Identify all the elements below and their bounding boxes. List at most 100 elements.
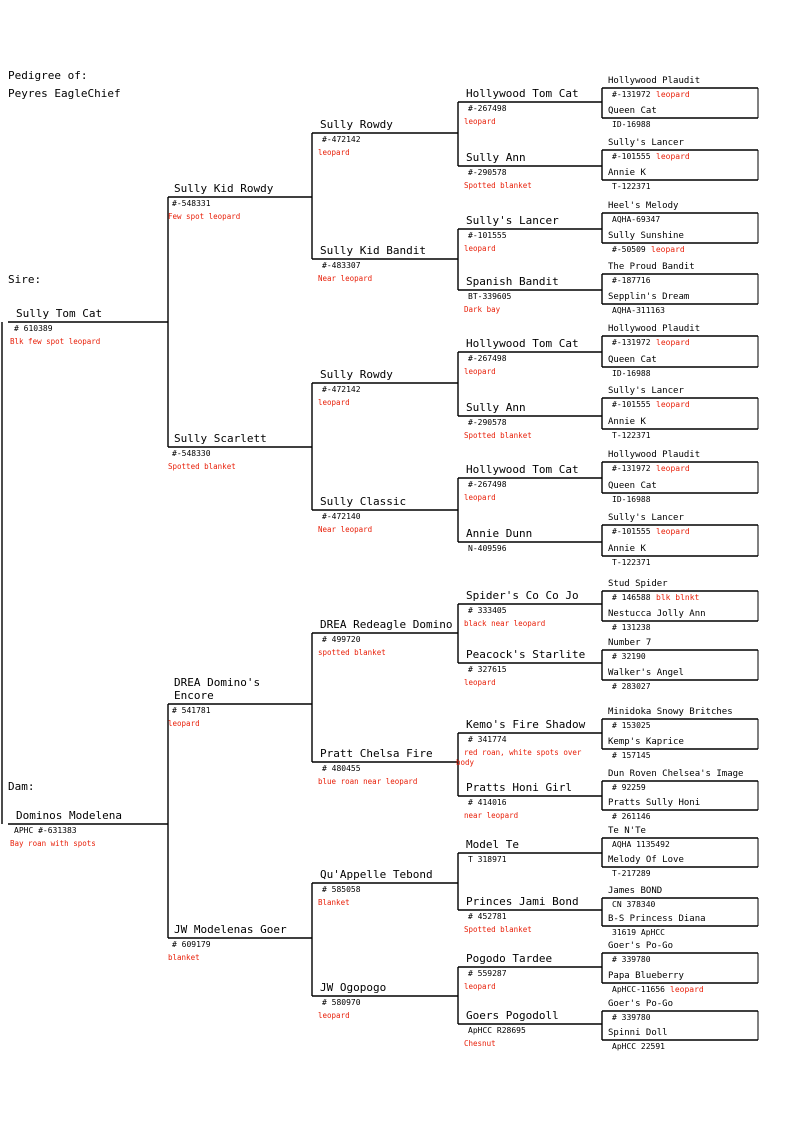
coat-color: leopard	[464, 244, 496, 253]
coat-color: leopard	[318, 1011, 350, 1020]
registration-number: #-472142	[322, 385, 361, 394]
horse-name: Peacock's Starlite	[466, 648, 586, 661]
dam-label: Dam:	[8, 780, 35, 793]
registration-number: # 585058	[322, 885, 361, 894]
coat-color: Spotted blanket	[464, 925, 532, 934]
registration-number: #-483307	[322, 261, 361, 270]
horse-name: Melody Of Love	[608, 855, 684, 865]
horse-name: Sepplin's Dream	[608, 292, 690, 302]
horse-name: Peyres EagleChief	[8, 87, 121, 100]
registration-number: T-122371	[612, 431, 651, 440]
horse-name: JW Modelenas Goer	[174, 923, 287, 936]
horse-name: Hollywood Plaudit	[608, 324, 701, 334]
horse-name: Te N'Te	[608, 826, 646, 836]
horse-name: Model Te	[466, 838, 519, 851]
coat-color: Few spot leopard	[168, 212, 241, 221]
horse-name: Sully's Lancer	[466, 214, 559, 227]
horse-name: Sully Ann	[466, 151, 526, 164]
registration-number: # 131238	[612, 623, 651, 632]
coat-color: leopard	[670, 985, 704, 994]
coat-color: red roan, white spots over	[464, 748, 582, 757]
horse-name: Queen Cat	[608, 355, 657, 365]
coat-color: leopard	[464, 367, 496, 376]
registration-number: # 333405	[468, 606, 507, 615]
horse-name: Annie K	[608, 417, 646, 427]
coat-color: leopard	[318, 148, 350, 157]
horse-name: Sully Scarlett	[174, 432, 267, 445]
registration-number: # 480455	[322, 764, 361, 773]
horse-name: Sully Tom Cat	[16, 307, 103, 320]
registration-number: #-50509	[612, 245, 646, 254]
registration-number: # 414016	[468, 798, 507, 807]
registration-number: #-548331	[172, 199, 211, 208]
horse-name: Hollywood Plaudit	[608, 450, 701, 460]
registration-number: ApHCC-11656	[612, 985, 665, 994]
coat-color: leopard	[656, 464, 690, 473]
coat-color: leopard	[656, 152, 690, 161]
horse-name: Pratts Honi Girl	[466, 781, 572, 794]
registration-number: # 32190	[612, 652, 646, 661]
pedigree-of-label: Pedigree of:	[8, 69, 88, 82]
horse-name: Hollywood Tom Cat	[466, 463, 579, 476]
registration-number: N-409596	[468, 544, 507, 553]
registration-number: #-131972	[612, 90, 651, 99]
horse-name: Kemo's Fire Shadow	[466, 718, 586, 731]
coat-color: blue roan near leopard	[318, 777, 418, 786]
horse-name: Queen Cat	[608, 106, 657, 116]
horse-name: Spider's Co Co Jo	[466, 589, 579, 602]
registration-number: #-290578	[468, 418, 507, 427]
registration-number: #-290578	[468, 168, 507, 177]
horse-name: Sully Sunshine	[608, 231, 684, 241]
registration-number: # 327615	[468, 665, 507, 674]
registration-number: ApHCC R28695	[468, 1026, 526, 1035]
horse-name: Number 7	[608, 638, 652, 648]
horse-name: Sully's Lancer	[608, 386, 684, 396]
registration-number: # 157145	[612, 751, 651, 760]
horse-name: Sully Rowdy	[320, 368, 393, 381]
coat-color: Spotted blanket	[464, 181, 532, 190]
horse-name: Encore	[174, 689, 214, 702]
coat-color: blk blnkt	[656, 593, 700, 602]
registration-number: #-267498	[468, 354, 507, 363]
coat-color: leopard	[656, 90, 690, 99]
horse-name: Qu'Appelle Tebond	[320, 868, 433, 881]
registration-number: CN 378340	[612, 900, 656, 909]
horse-name: Hollywood Tom Cat	[466, 87, 579, 100]
registration-number: T 318971	[468, 855, 507, 864]
registration-number: T-122371	[612, 558, 651, 567]
coat-color: body	[456, 758, 475, 767]
horse-name: Heel's Melody	[608, 201, 679, 211]
registration-number: # 541781	[172, 706, 211, 715]
coat-color: leopard	[656, 527, 690, 536]
registration-number: ApHCC 22591	[612, 1042, 665, 1051]
horse-name: Pogodo Tardee	[466, 952, 553, 965]
registration-number: # 153025	[612, 721, 651, 730]
horse-name: The Proud Bandit	[608, 262, 695, 272]
horse-name: Goer's Po-Go	[608, 999, 674, 1009]
registration-number: # 261146	[612, 812, 651, 821]
horse-name: Goer's Po-Go	[608, 941, 674, 951]
registration-number: # 580970	[322, 998, 361, 1007]
registration-number: APHC #-631383	[14, 826, 77, 835]
registration-number: ID-16988	[612, 120, 651, 129]
registration-number: # 339780	[612, 1013, 651, 1022]
horse-name: Minidoka Snowy Britches	[608, 707, 733, 717]
registration-number: AQHA-311163	[612, 306, 665, 315]
horse-name: Sully Rowdy	[320, 118, 393, 131]
coat-color: Near leopard	[318, 274, 373, 283]
registration-number: #-101555	[612, 400, 651, 409]
coat-color: Spotted blanket	[464, 431, 532, 440]
registration-number: # 92259	[612, 783, 646, 792]
horse-name: Sully's Lancer	[608, 138, 684, 148]
horse-name: James BOND	[608, 886, 663, 896]
registration-number: # 146588	[612, 593, 651, 602]
registration-number: 31619 ApHCC	[612, 928, 665, 937]
horse-name: DREA Domino's	[174, 676, 261, 689]
registration-number: AQHA-69347	[612, 215, 661, 224]
coat-color: Chesnut	[464, 1039, 496, 1048]
coat-color: Spotted blanket	[168, 462, 236, 471]
horse-name: Pratt Chelsa Fire	[320, 747, 433, 760]
horse-name: Stud Spider	[608, 579, 668, 589]
registration-number: # 283027	[612, 682, 651, 691]
horse-name: Queen Cat	[608, 481, 657, 491]
